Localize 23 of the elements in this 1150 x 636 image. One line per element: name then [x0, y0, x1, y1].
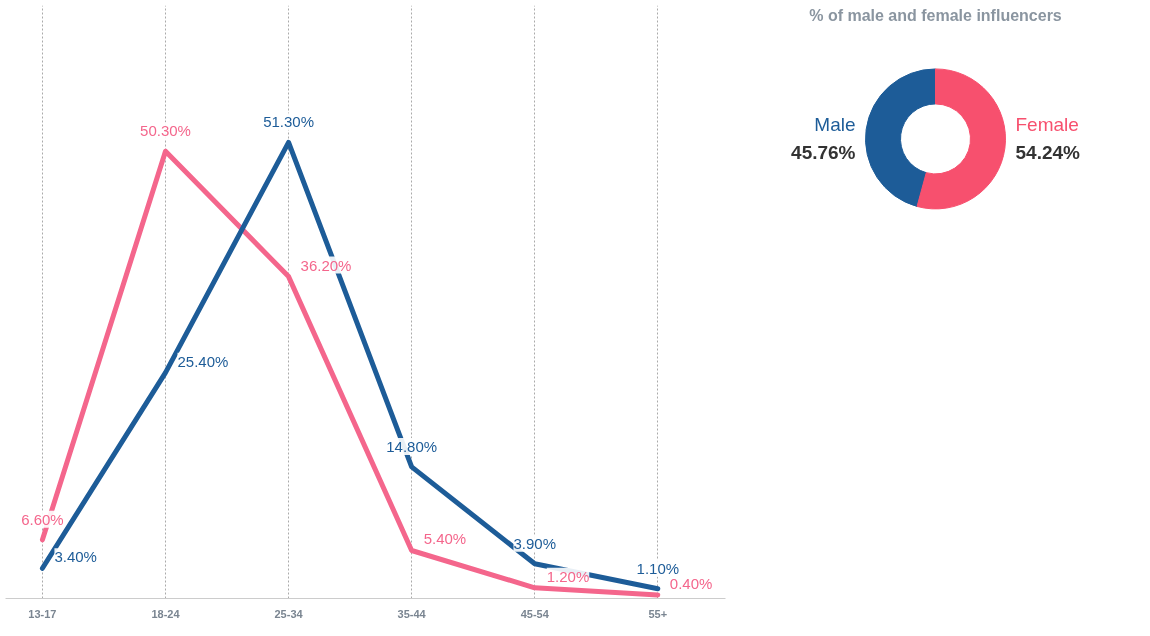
data-label: 5.40% — [423, 530, 467, 548]
data-label: 3.40% — [54, 548, 97, 566]
data-label: 3.90% — [513, 534, 557, 552]
data-label: 1.10% — [636, 559, 680, 577]
x-tick-label: 35-44 — [397, 607, 427, 620]
data-label: 25.40% — [177, 352, 229, 370]
x-tick-label: 55+ — [648, 607, 668, 620]
x-tick-label: 18-24 — [151, 607, 181, 620]
slice-label: Male — [814, 113, 856, 135]
x-tick-label: 13-17 — [28, 607, 57, 620]
slice-label: Female — [1015, 113, 1079, 135]
data-label: 50.30% — [140, 122, 191, 140]
x-tick-label: 25-34 — [274, 607, 304, 620]
data-label: 54.24% — [1015, 141, 1081, 163]
x-tick-label: 45-54 — [520, 607, 550, 620]
data-label: 45.76% — [791, 141, 856, 163]
chart-title: % of male and female influencers — [809, 6, 1062, 24]
data-label: 1.20% — [546, 567, 590, 585]
data-label: 36.20% — [300, 256, 352, 274]
data-label: 6.60% — [21, 510, 64, 528]
data-label: 14.80% — [386, 437, 438, 455]
data-label: 0.40% — [669, 574, 713, 592]
data-label: 51.30% — [263, 113, 315, 131]
